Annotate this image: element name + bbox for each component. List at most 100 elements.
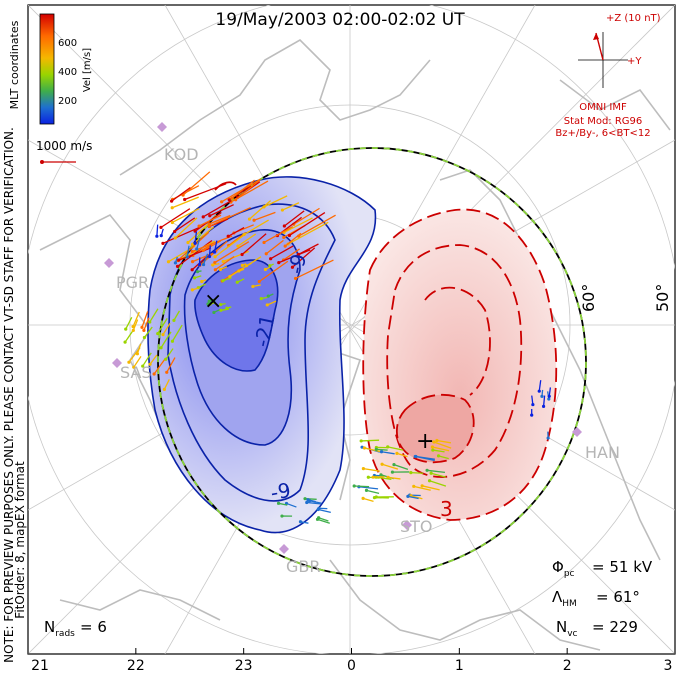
- velocity-vector: [157, 225, 158, 237]
- n-rads-value: = 6: [80, 618, 107, 636]
- velocity-vector-origin: [241, 253, 244, 256]
- velocity-vector-origin: [191, 288, 194, 291]
- velocity-vector-origin: [202, 263, 205, 266]
- velocity-vector-origin: [260, 297, 263, 300]
- velocity-vector-origin: [171, 340, 174, 343]
- velocity-vector-origin: [414, 455, 417, 458]
- imf-by-label: +Y: [627, 56, 642, 67]
- fit-order-note: FitOrder: 8, mapEX format: [13, 461, 27, 619]
- velocity-vector-origin: [208, 225, 211, 228]
- velocity-vector-origin: [373, 496, 376, 499]
- velocity-vector-origin: [220, 200, 223, 203]
- colorbar-label: Vel [m/s]: [82, 48, 93, 92]
- velocity-vector: [411, 473, 423, 474]
- mlt-tick-label: 0: [347, 658, 356, 674]
- velocity-vector-origin: [430, 472, 433, 475]
- latitude-label-50: 50°: [653, 284, 672, 312]
- imf-bz-label: +Z (10 nT): [606, 13, 661, 24]
- velocity-colorbar: [40, 14, 54, 124]
- velocity-vector-origin: [362, 497, 365, 500]
- colorbar-tick-400: 400: [58, 67, 77, 78]
- velocity-vector-origin: [136, 352, 139, 355]
- velocity-vector: [376, 449, 387, 450]
- velocity-vector-origin: [234, 198, 237, 201]
- velocity-vector-origin: [437, 454, 440, 457]
- velocity-vector-origin: [266, 303, 269, 306]
- velocity-vector-origin: [214, 268, 217, 271]
- velocity-vector-origin: [213, 255, 216, 258]
- station-label-sas: SAS: [120, 363, 152, 382]
- velocity-vector-origin: [294, 277, 297, 280]
- velocity-vector-origin: [380, 450, 383, 453]
- velocity-vector-origin: [236, 281, 239, 284]
- velocity-vector-origin: [380, 463, 383, 466]
- velocity-vector-origin: [159, 346, 162, 349]
- velocity-vector-origin: [208, 214, 211, 217]
- velocity-vector-origin: [171, 221, 174, 224]
- mlt-tick-label: 1: [455, 658, 464, 674]
- mlt-tick-label: 22: [127, 658, 145, 674]
- velocity-vector-origin: [177, 259, 180, 262]
- velocity-vector-origin: [282, 236, 285, 239]
- velocity-vector-origin: [176, 265, 179, 268]
- velocity-vector-origin: [131, 325, 134, 328]
- velocity-vector-origin: [174, 236, 177, 239]
- velocity-vector-origin: [186, 241, 189, 244]
- stat-model-line2: Bz+/By-, 6<BT<12: [555, 128, 650, 139]
- mlt-tick-label: 23: [235, 658, 253, 674]
- velocity-vector-origin: [159, 226, 162, 229]
- velocity-vector-origin: [165, 371, 168, 374]
- velocity-vector-origin: [183, 198, 186, 201]
- velocity-vector-origin: [395, 452, 398, 455]
- velocity-vector-origin: [375, 448, 378, 451]
- velocity-vector-origin: [242, 233, 245, 236]
- velocity-vector-origin: [542, 405, 545, 408]
- velocity-vector-origin: [421, 484, 424, 487]
- velocity-vector-origin: [262, 241, 265, 244]
- velocity-vector-origin: [173, 230, 176, 233]
- velocity-vector-origin: [252, 219, 255, 222]
- velocity-vector-origin: [191, 250, 194, 253]
- potential-max-marker: +: [416, 429, 434, 454]
- n-vc-value: = 229: [592, 618, 638, 636]
- velocity-vector: [210, 245, 211, 256]
- latitude-label-60: 60°: [579, 284, 598, 312]
- velocity-vector-origin: [124, 327, 127, 330]
- velocity-vector-origin: [305, 501, 308, 504]
- velocity-vector-origin: [160, 234, 163, 237]
- velocity-vector-origin: [268, 264, 271, 267]
- velocity-vector-origin: [143, 336, 146, 339]
- velocity-vector-origin: [284, 245, 287, 248]
- velocity-vector-origin: [379, 473, 382, 476]
- velocity-vector-origin: [219, 268, 222, 271]
- mlt-coords-label: MLT coordinates: [8, 20, 21, 109]
- contour-label-positive: 3: [440, 497, 453, 521]
- velocity-vector-origin: [193, 242, 196, 245]
- contour-label-outer: -9: [269, 478, 293, 505]
- colorbar-tick-200: 200: [58, 96, 77, 107]
- velocity-vector-origin: [198, 263, 201, 266]
- velocity-vector-origin: [269, 257, 272, 260]
- velocity-vector-origin: [547, 436, 550, 439]
- velocity-vector-origin: [264, 268, 267, 271]
- station-label-pgr: PGR: [116, 273, 149, 292]
- velocity-vector-origin: [283, 224, 286, 227]
- velocity-vector-origin: [186, 255, 189, 258]
- velocity-vector: [354, 486, 369, 487]
- velocity-vector-origin: [362, 467, 365, 470]
- velocity-vector-origin: [548, 395, 551, 398]
- velocity-vector-origin: [213, 250, 216, 253]
- velocity-vector-origin: [167, 260, 170, 263]
- station-label-han: HAN: [585, 443, 620, 462]
- velocity-vector-origin: [148, 320, 151, 323]
- velocity-vector-origin: [281, 208, 284, 211]
- velocity-vector-origin: [386, 445, 389, 448]
- velocity-vector-origin: [406, 495, 409, 498]
- velocity-vector-origin: [265, 252, 268, 255]
- velocity-vector-origin: [258, 280, 261, 283]
- velocity-vector-origin: [222, 260, 225, 263]
- velocity-vector-origin: [367, 476, 370, 479]
- velocity-vector-origin: [412, 485, 415, 488]
- velocity-vector-origin: [540, 395, 543, 398]
